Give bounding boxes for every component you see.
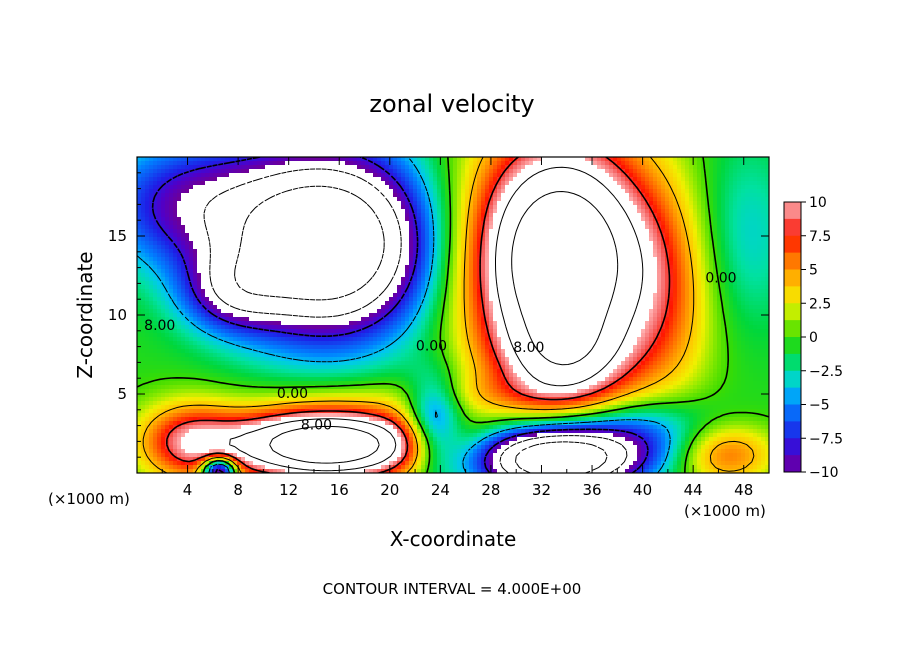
- contour-line: [229, 166, 644, 472]
- colorbar-swatch: [784, 202, 801, 220]
- x-axis-label: X-coordinate: [390, 527, 517, 551]
- colorbar: 10 7.5 5 2.5 0 −2.5 −5 −7.5 −10: [783, 195, 843, 481]
- colorbar-swatch: [784, 286, 801, 304]
- contour-label: 0.00: [277, 386, 308, 402]
- colorbar-tick-label: 2.5: [809, 296, 831, 312]
- colorbar-swatch: [784, 252, 801, 271]
- contour-lines: [137, 157, 769, 473]
- x-tick-label: 8: [233, 481, 243, 499]
- colorbar-swatch: [784, 320, 801, 338]
- colorbar-swatch: [784, 303, 801, 321]
- colorbar-swatch: [784, 404, 801, 422]
- colorbar-tick-label: −10: [809, 465, 839, 481]
- y-tick-label: 5: [117, 385, 127, 403]
- colorbar-swatch: [784, 455, 801, 473]
- contour-line: [234, 185, 608, 473]
- contour-label: 8.00: [513, 340, 544, 356]
- contour-label: 0.00: [416, 339, 447, 355]
- y-tick-label: 15: [108, 227, 127, 245]
- contour-line: [203, 168, 628, 473]
- chart-title: zonal velocity: [369, 90, 534, 118]
- x-tick-label: 12: [279, 481, 298, 499]
- x-tick-label: 24: [431, 481, 450, 499]
- contour-label: 0.00: [705, 271, 736, 287]
- x-tick-label: 32: [532, 481, 551, 499]
- colorbar-tick-label: −5: [809, 398, 830, 414]
- y-axis: 5 10 15: [108, 172, 769, 458]
- x-tick-label: 40: [633, 481, 652, 499]
- contour-label: 8.00: [144, 318, 175, 334]
- x-axis: 4 8 12 16 20 24 28 32 36 40 44 48: [161, 157, 770, 499]
- colorbar-tick-label: 7.5: [809, 229, 831, 245]
- colorbar-swatch: [784, 269, 801, 287]
- colorbar-tick-label: 5: [809, 263, 818, 279]
- x-unit-note-left: (×1000 m): [48, 490, 130, 508]
- contour-line: [166, 157, 671, 473]
- colorbar-tick-label: −2.5: [809, 364, 843, 380]
- colorbar-swatch: [784, 353, 801, 372]
- y-axis-label: Z-coordinate: [73, 251, 97, 378]
- contour-line: [137, 157, 671, 473]
- contour-label: 8.00: [301, 418, 332, 434]
- contour-line: [137, 157, 769, 473]
- x-tick-label: 44: [684, 481, 703, 499]
- colorbar-swatch: [784, 438, 801, 456]
- colorbar-swatch: [784, 387, 801, 406]
- x-tick-label: 48: [734, 481, 753, 499]
- contour-interval-note: CONTOUR INTERVAL = 4.000E+00: [323, 580, 582, 598]
- colorbar-swatch: [784, 421, 801, 439]
- contour-labels: 8.00 0.00 8.00 0.00 0.00 8.00: [144, 271, 736, 434]
- x-tick-label: 20: [380, 481, 399, 499]
- colorbar-swatch: [784, 218, 801, 237]
- contour-line: [151, 157, 649, 473]
- y-tick-label: 10: [108, 306, 127, 324]
- colorbar-swatch: [784, 370, 801, 389]
- x-tick-label: 36: [582, 481, 601, 499]
- contour-line: [142, 157, 755, 473]
- colorbar-swatch: [784, 337, 801, 355]
- x-tick-label: 4: [183, 481, 193, 499]
- colorbar-swatch: [784, 235, 801, 254]
- colorbar-tick-label: 0: [809, 330, 818, 346]
- x-tick-label: 16: [330, 481, 349, 499]
- heatmap: [137, 157, 769, 473]
- colorbar-tick-label: 10: [809, 195, 827, 211]
- contour-line: [269, 191, 619, 464]
- x-tick-label: 28: [481, 481, 500, 499]
- plot-area: 8.00 0.00 8.00 0.00 0.00 8.00: [136, 156, 770, 474]
- x-unit-note-right: (×1000 m): [684, 502, 766, 520]
- colorbar-tick-label: −7.5: [809, 431, 843, 447]
